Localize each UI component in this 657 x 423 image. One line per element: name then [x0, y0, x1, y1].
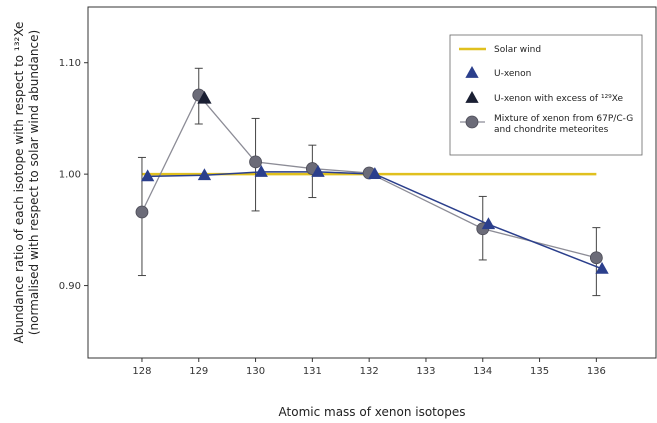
- x-tick-label: 133: [416, 366, 435, 377]
- y-axis-title-line2: (normalised with respect to solar wind a…: [27, 30, 41, 335]
- u-xenon-point: [197, 168, 212, 181]
- u-xenon-point: [368, 167, 382, 180]
- x-tick-label: 130: [246, 366, 265, 377]
- legend-label-mixture-line2: and chondrite meteorites: [494, 125, 609, 135]
- u-xenon-excess-point: [197, 90, 212, 104]
- mixture-point: [135, 205, 149, 219]
- y-tick-label: 1.00: [59, 170, 81, 181]
- legend: Solar wind U-xenon U-xenon with excess of …: [449, 34, 643, 156]
- y-tick-label: 1.10: [59, 58, 81, 69]
- x-axis-title: Atomic mass of xenon isotopes: [279, 405, 466, 419]
- u-xenon-point: [481, 217, 496, 230]
- legend-label-mixture-line1: Mixture of xenon from 67P/C-G: [494, 114, 633, 124]
- x-tick-label: 129: [189, 366, 208, 377]
- x-tick-label: 128: [132, 366, 151, 377]
- plot-area: 128 129 130 131 132 133 134 135 136 0.90 1.00 1.10: [59, 6, 657, 377]
- x-tick-label: 131: [303, 366, 322, 377]
- x-tick-label: 135: [530, 366, 549, 377]
- legend-label-u-xenon-excess: U-xenon with excess of ¹²⁹Xe: [494, 94, 624, 104]
- legend-label-solar-wind: Solar wind: [494, 45, 541, 55]
- u-xenon-point: [254, 164, 268, 177]
- x-tick-label: 136: [587, 366, 606, 377]
- legend-symbol-mixture: [465, 115, 479, 129]
- u-xenon-point: [595, 261, 609, 274]
- x-tick-label: 132: [360, 366, 379, 377]
- legend-symbol-u-xenon: [465, 66, 479, 78]
- y-tick-label: 0.90: [59, 281, 81, 292]
- mixture-point: [589, 251, 603, 265]
- u-xenon-point: [311, 164, 325, 177]
- x-tick-label: 134: [473, 366, 492, 377]
- mixture-point: [249, 155, 262, 169]
- y-axis-title-line1: Abundance ratio of each isotope with res…: [12, 22, 26, 344]
- legend-box: [449, 34, 643, 156]
- u-xenon-point: [140, 169, 155, 182]
- legend-symbol-u-xenon-excess: [465, 91, 479, 103]
- legend-label-u-xenon: U-xenon: [494, 69, 531, 79]
- series-u-xenon-line: [147, 171, 603, 270]
- plot-frame: [87, 6, 657, 359]
